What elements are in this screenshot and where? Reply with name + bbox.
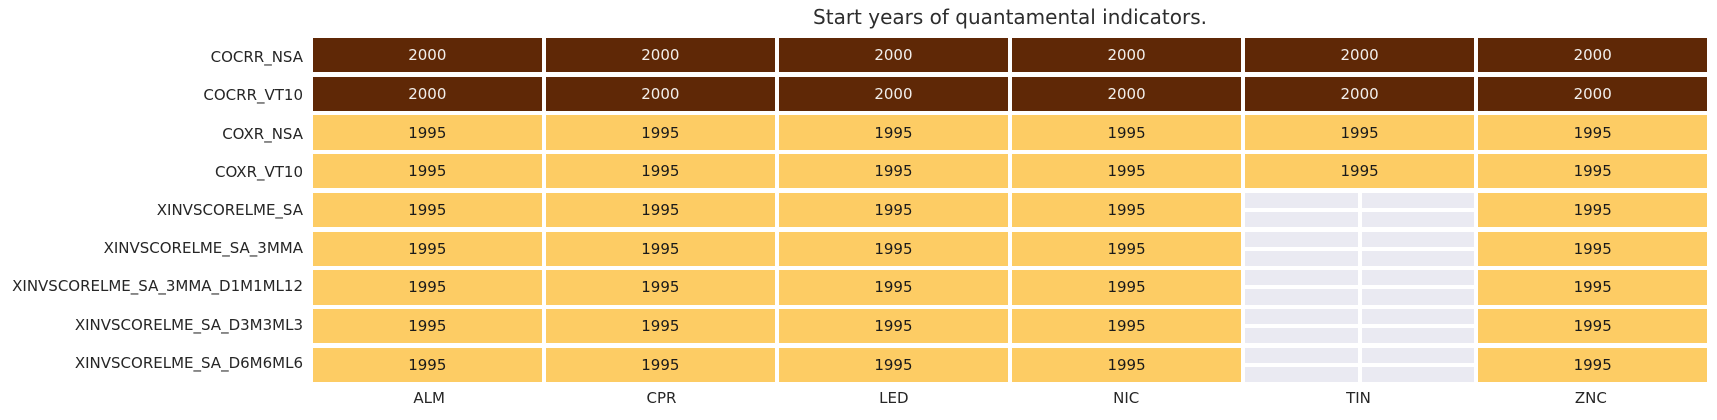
heatmap-cell: 1995 — [1012, 115, 1241, 150]
heatmap-cell: 2000 — [1478, 38, 1707, 73]
y-axis-tick-labels: COCRR_NSA COCRR_VT10 COXR_NSA COXR_VT10 XINV… — [0, 38, 303, 382]
heatmap-cell: 1995 — [1478, 309, 1707, 344]
heatmap-cell: 1995 — [779, 192, 1008, 228]
heatmap-cell: 1995 — [313, 192, 542, 228]
heatmap-cell: 1995 — [313, 309, 542, 344]
heatmap-cell: 1995 — [313, 270, 542, 305]
heatmap-cell: 1995 — [1012, 309, 1241, 344]
heatmap-cell: 1995 — [1478, 347, 1707, 382]
heatmap-cell: 2000 — [1012, 38, 1241, 73]
heatmap-cell: 1995 — [779, 347, 1008, 382]
heatmap-cell: 1995 — [779, 154, 1008, 189]
heatmap-cell: 2000 — [1478, 76, 1707, 111]
x-tick-label: TIN — [1346, 389, 1371, 407]
heatmap-cell: 1995 — [1478, 231, 1707, 266]
heatmap-cell: 1995 — [1478, 154, 1707, 189]
heatmap-cell: 1995 — [1012, 347, 1241, 382]
heatmap-cell: 1995 — [1012, 270, 1241, 305]
heatmap-cell-missing — [1245, 347, 1474, 383]
y-tick-label: COCRR_NSA — [210, 48, 303, 67]
x-tick-label: CPR — [646, 389, 677, 407]
heatmap-cell: 1995 — [1012, 231, 1241, 266]
chart-title: Start years of quantamental indicators. — [813, 5, 1207, 29]
heatmap-cell: 2000 — [313, 76, 542, 111]
heatmap-cell: 2000 — [546, 76, 775, 111]
y-tick-label: XINVSCORELME_SA_D3M3ML3 — [74, 315, 303, 334]
heatmap-cell: 1995 — [1478, 270, 1707, 305]
heatmap-cell-missing — [1245, 309, 1474, 344]
heatmap-cell: 1995 — [779, 231, 1008, 266]
heatmap-cell: 1995 — [1012, 192, 1241, 228]
y-tick-label: XINVSCORELME_SA_3MMA — [103, 239, 303, 258]
heatmap-cell: 1995 — [546, 154, 775, 189]
heatmap-cell: 2000 — [779, 38, 1008, 73]
heatmap-cell: 1995 — [313, 154, 542, 189]
heatmap-cell-missing — [1245, 192, 1474, 228]
heatmap-cell: 1995 — [1478, 192, 1707, 228]
heatmap-cell: 2000 — [546, 38, 775, 73]
heatmap-cell: 1995 — [546, 309, 775, 344]
heatmap-cell: 2000 — [779, 76, 1008, 111]
heatmap-cell: 1995 — [546, 347, 775, 382]
heatmap-cell: 1995 — [779, 115, 1008, 150]
y-tick-label: XINVSCORELME_SA_D6M6ML6 — [74, 353, 303, 372]
x-axis-tick-labels: ALM CPR LED NIC TIN ZNC — [313, 389, 1707, 407]
y-tick-label: COCRR_VT10 — [203, 86, 303, 105]
x-tick-label: LED — [879, 389, 909, 407]
y-tick-label: XINVSCORELME_SA — [156, 200, 303, 219]
heatmap-cell: 1995 — [1478, 115, 1707, 150]
heatmap-cell: 2000 — [313, 38, 542, 73]
heatmap-cell-missing — [1245, 231, 1474, 267]
heatmap-cell: 2000 — [1245, 76, 1474, 111]
heatmap-cell-missing — [1245, 270, 1474, 305]
heatmap-cell: 1995 — [1012, 154, 1241, 189]
heatmap-cell: 1995 — [313, 347, 542, 382]
heatmap-cell: 1995 — [313, 231, 542, 266]
heatmap-cell: 2000 — [1245, 38, 1474, 73]
x-tick-label: ALM — [413, 389, 445, 407]
heatmap-cell: 1995 — [779, 270, 1008, 305]
heatmap-cell: 1995 — [1245, 154, 1474, 189]
heatmap-grid: 2000 2000 2000 2000 2000 2000 2000 2000 2000 2000… — [313, 38, 1707, 383]
heatmap-cell: 1995 — [546, 231, 775, 266]
y-tick-label: XINVSCORELME_SA_3MMA_D1M1ML12 — [12, 277, 303, 296]
y-tick-label: COXR_VT10 — [214, 162, 303, 181]
heatmap-cell: 1995 — [313, 115, 542, 150]
heatmap-cell: 2000 — [1012, 76, 1241, 111]
heatmap-cell: 1995 — [546, 192, 775, 228]
heatmap-cell: 1995 — [546, 115, 775, 150]
y-tick-label: COXR_NSA — [222, 124, 303, 143]
heatmap-cell: 1995 — [779, 309, 1008, 344]
heatmap-cell: 1995 — [546, 270, 775, 305]
x-tick-label: ZNC — [1574, 389, 1607, 407]
heatmap-cell: 1995 — [1245, 115, 1474, 150]
x-tick-label: NIC — [1113, 389, 1140, 407]
